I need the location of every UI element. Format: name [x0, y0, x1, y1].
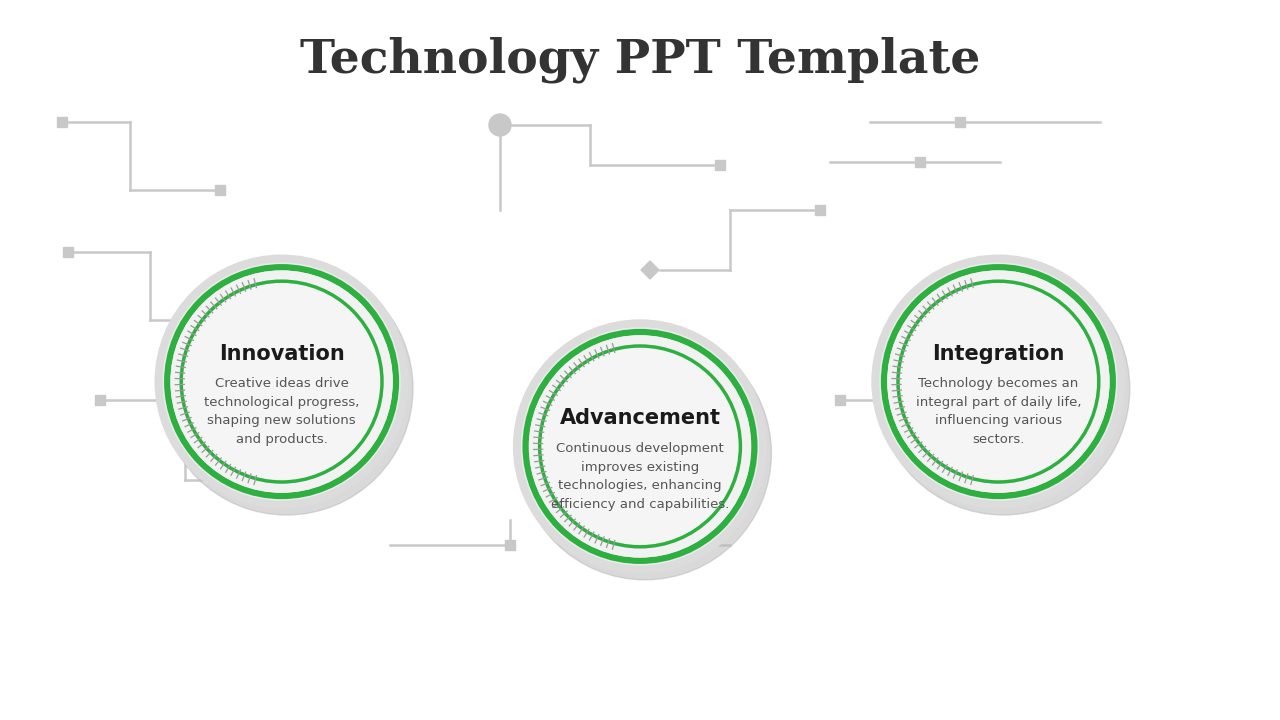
Circle shape: [543, 349, 737, 544]
Bar: [716, 160, 724, 170]
Circle shape: [513, 320, 767, 573]
Circle shape: [518, 327, 772, 580]
Circle shape: [522, 328, 758, 564]
Bar: [58, 117, 67, 127]
Circle shape: [530, 336, 750, 557]
Text: Technology PPT Template: Technology PPT Template: [300, 37, 980, 84]
Circle shape: [489, 114, 511, 136]
Circle shape: [901, 284, 1096, 479]
Text: Continuous development
improves existing
technologies, enhancing
efficiency and : Continuous development improves existing…: [550, 442, 730, 510]
Bar: [95, 395, 105, 405]
Circle shape: [888, 271, 1108, 492]
Bar: [585, 540, 595, 550]
Text: Integration: Integration: [932, 343, 1065, 364]
Circle shape: [184, 284, 379, 479]
Bar: [835, 395, 845, 405]
Polygon shape: [641, 261, 659, 279]
Text: Advancement: Advancement: [559, 408, 721, 428]
Circle shape: [877, 262, 1130, 515]
Bar: [335, 475, 346, 485]
Text: Technology becomes an
integral part of daily life,
influencing various
sectors.: Technology becomes an integral part of d…: [915, 377, 1082, 446]
Text: Innovation: Innovation: [219, 343, 344, 364]
Bar: [815, 205, 826, 215]
Bar: [915, 157, 925, 167]
Circle shape: [881, 264, 1117, 500]
Bar: [63, 247, 73, 257]
Text: Creative ideas drive
technological progress,
shaping new solutions
and products.: Creative ideas drive technological progr…: [204, 377, 360, 446]
Bar: [506, 540, 515, 550]
Bar: [955, 117, 965, 127]
Bar: [215, 185, 225, 195]
Circle shape: [164, 264, 399, 500]
Circle shape: [1011, 479, 1033, 501]
Circle shape: [155, 255, 408, 508]
Circle shape: [160, 262, 413, 515]
Circle shape: [872, 255, 1125, 508]
Circle shape: [172, 271, 392, 492]
